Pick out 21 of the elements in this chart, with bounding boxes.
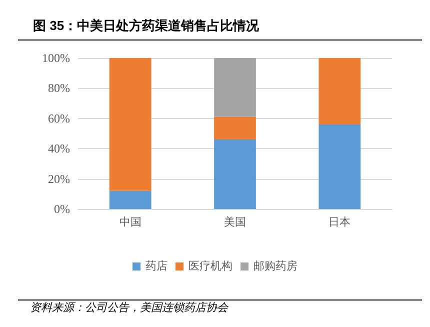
bar xyxy=(109,190,152,209)
bar xyxy=(318,124,361,209)
bar xyxy=(214,140,256,209)
legend-label: 药店 xyxy=(146,260,168,272)
legend-label: 医疗机构 xyxy=(188,260,232,272)
bar xyxy=(214,116,256,140)
y-tick-label: 60% xyxy=(48,111,70,126)
bar xyxy=(214,58,256,117)
bar xyxy=(318,58,361,124)
y-tick-label: 80% xyxy=(48,81,70,96)
y-tick-label: 20% xyxy=(48,172,70,186)
text: 资料来源：公司公告，美国连锁药店协会 xyxy=(30,301,229,314)
x-tick-label: 日本 xyxy=(328,216,351,228)
y-tick-label: 0% xyxy=(54,202,70,216)
y-tick-label: 100% xyxy=(42,51,70,65)
x-tick-label: 中国 xyxy=(119,216,142,228)
chart-title: 图 35：中美日处方药渠道销售占比情况 xyxy=(33,18,260,33)
y-tick-label: 40% xyxy=(48,142,70,156)
x-tick-label: 美国 xyxy=(224,216,246,228)
legend-label: 邮购药房 xyxy=(254,260,298,272)
bar xyxy=(109,58,152,191)
